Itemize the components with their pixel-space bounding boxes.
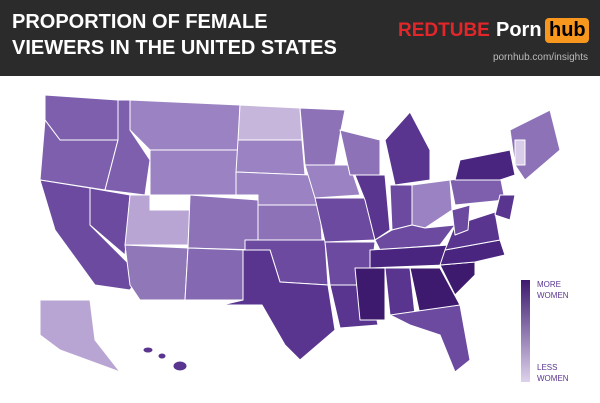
legend-scale [521, 280, 530, 382]
title-line: VIEWERS IN THE UNITED STATES [12, 37, 337, 59]
pornhub-logo-box [545, 18, 589, 43]
title-line: PROPORTION OF FEMALE [12, 11, 268, 33]
legend-label: WOMEN [537, 291, 569, 300]
legend: MORE WOMEN LESS WOMEN [537, 280, 569, 383]
pornhub-logo-right: hub [549, 19, 586, 41]
legend-label: MORE [537, 280, 561, 289]
header-bar [0, 0, 600, 76]
pornhub-logo-left: Porn [496, 19, 542, 41]
legend-label: WOMEN [537, 374, 569, 383]
redtube-logo: REDTUBE [398, 20, 490, 41]
title: PROPORTION OF FEMALE VIEWERS IN THE UNIT… [12, 11, 337, 59]
legend-label: LESS [537, 363, 557, 372]
us-map [39, 94, 561, 373]
url: pornhub.com/insights [493, 52, 588, 63]
